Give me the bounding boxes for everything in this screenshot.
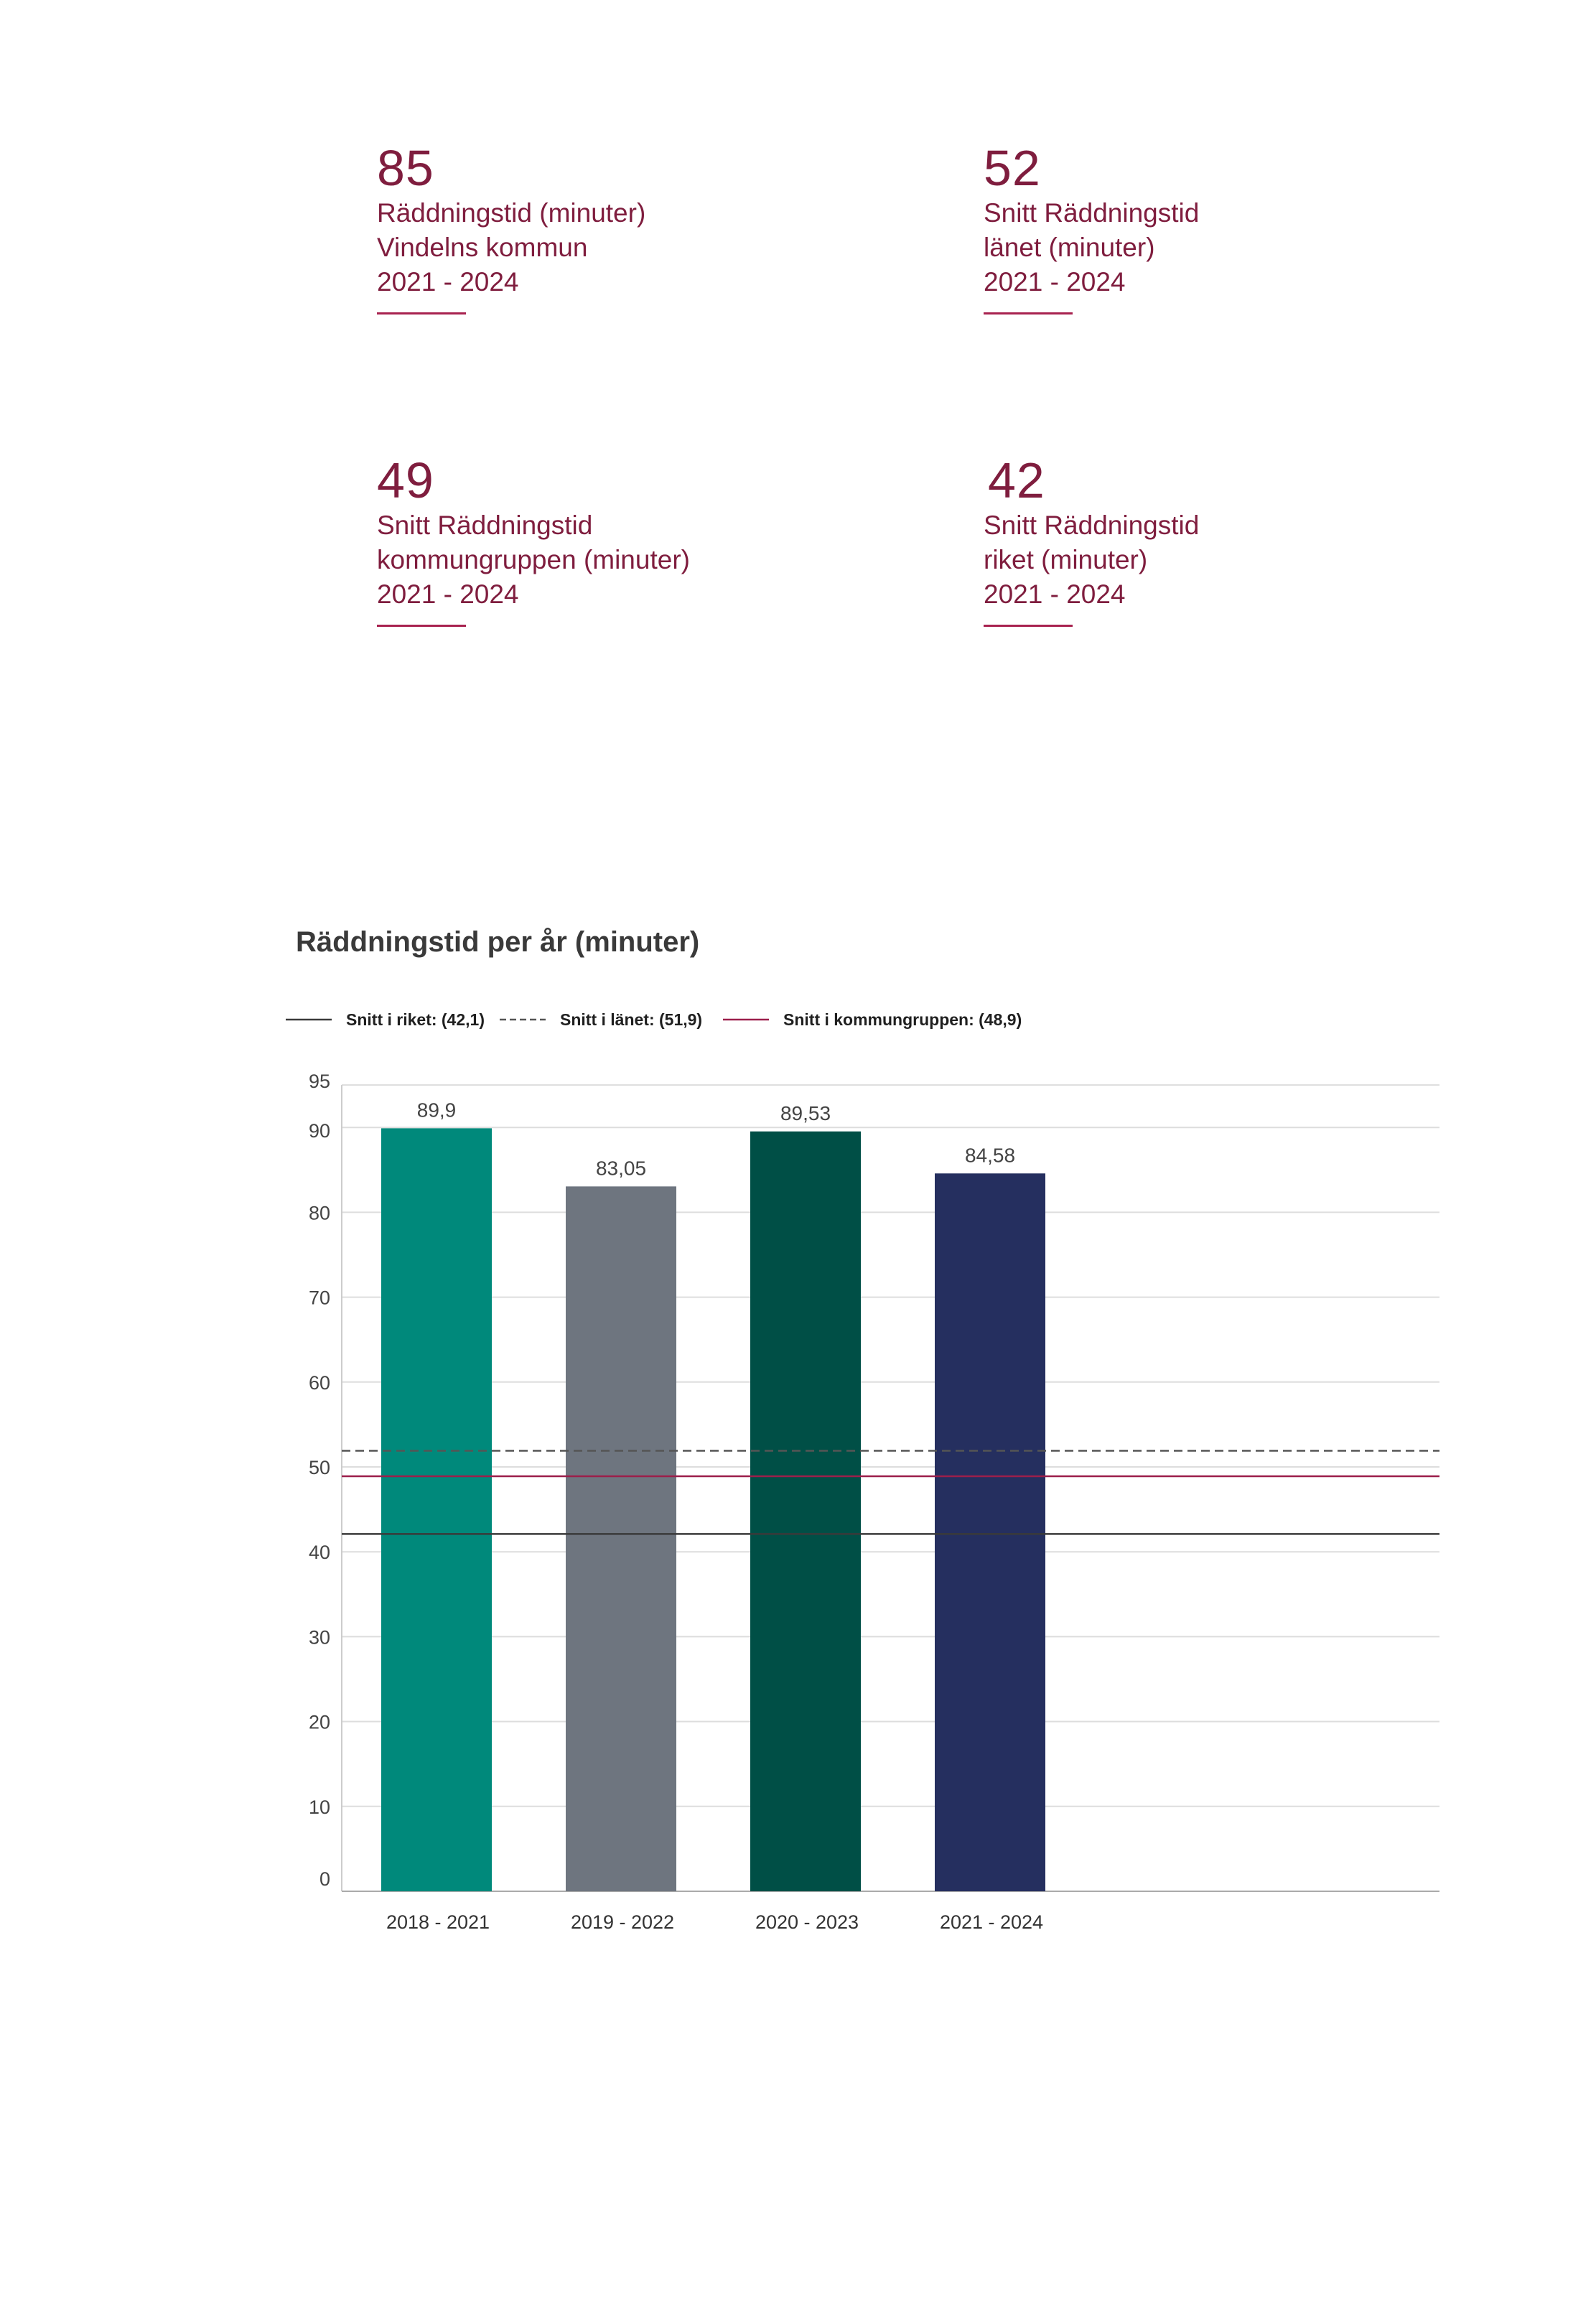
y-tick-label: 0: [319, 1868, 330, 1890]
bar-value-label: 83,05: [596, 1157, 646, 1179]
kpi-underline: [984, 625, 1073, 627]
legend-label: Snitt i kommungruppen: (48,9): [783, 1010, 1022, 1029]
y-tick-label: 10: [309, 1796, 330, 1818]
kpi-label-line: länet (minuter): [984, 233, 1155, 262]
x-category-label: 2018 - 2021: [386, 1911, 490, 1933]
kpi-label-line: 2021 - 2024: [984, 579, 1126, 609]
bar-2: [566, 1186, 676, 1891]
kpi-label-line: 2021 - 2024: [377, 267, 519, 297]
kpi-label-line: 2021 - 2024: [377, 579, 519, 609]
kpi-label-line: Snitt Räddningstid: [377, 511, 593, 540]
y-tick-label: 40: [309, 1542, 330, 1563]
kpi-label-line: Snitt Räddningstid: [984, 198, 1200, 228]
kpi-label-line: Snitt Räddningstid: [984, 511, 1200, 540]
x-category-label: 2020 - 2023: [755, 1911, 859, 1933]
bar-value-label: 89,53: [780, 1102, 831, 1124]
kpi-label-line: Räddningstid (minuter): [377, 198, 646, 228]
kpi-value: 42: [988, 452, 1045, 508]
kpi-riket: 42 Snitt Räddningstid riket (minuter) 20…: [984, 452, 1199, 627]
chart-title: Räddningstid per år (minuter): [296, 926, 700, 958]
y-tick-label: 80: [309, 1202, 330, 1224]
kpi-underline: [377, 312, 466, 314]
bar-3: [750, 1131, 861, 1891]
bar-value-label: 84,58: [965, 1144, 1015, 1166]
kpi-label-line: riket (minuter): [984, 545, 1148, 574]
legend-label: Snitt i riket: (42,1): [346, 1010, 485, 1029]
kpi-underline: [984, 312, 1073, 314]
kpi-label-line: 2021 - 2024: [984, 267, 1126, 297]
y-tick-label: 50: [309, 1457, 330, 1478]
kpi-label-line: Vindelns kommun: [377, 233, 588, 262]
kpi-label-line: kommungruppen (minuter): [377, 545, 690, 574]
kpi-value: 52: [984, 140, 1041, 196]
y-tick-label: 70: [309, 1287, 330, 1309]
bar-1: [381, 1128, 492, 1891]
kpi-value: 49: [377, 452, 434, 508]
y-tick-label: 30: [309, 1626, 330, 1648]
bar-value-label: 89,9: [417, 1099, 457, 1121]
y-tick-label: 95: [309, 1071, 330, 1092]
bar-4: [935, 1173, 1045, 1891]
kpi-underline: [377, 625, 466, 627]
x-category-label: 2019 - 2022: [571, 1911, 674, 1933]
x-category-label: 2021 - 2024: [940, 1911, 1043, 1933]
y-tick-label: 60: [309, 1372, 330, 1394]
kpi-kommungruppen: 49 Snitt Räddningstid kommungruppen (min…: [377, 452, 690, 627]
kpi-lanet: 52 Snitt Räddningstid länet (minuter) 20…: [984, 140, 1199, 314]
kpi-value: 85: [377, 140, 434, 196]
y-tick-label: 20: [309, 1712, 330, 1733]
kpi-kommun: 85 Räddningstid (minuter) Vindelns kommu…: [377, 140, 645, 314]
y-tick-label: 90: [309, 1120, 330, 1142]
legend-label: Snitt i länet: (51,9): [560, 1010, 702, 1029]
